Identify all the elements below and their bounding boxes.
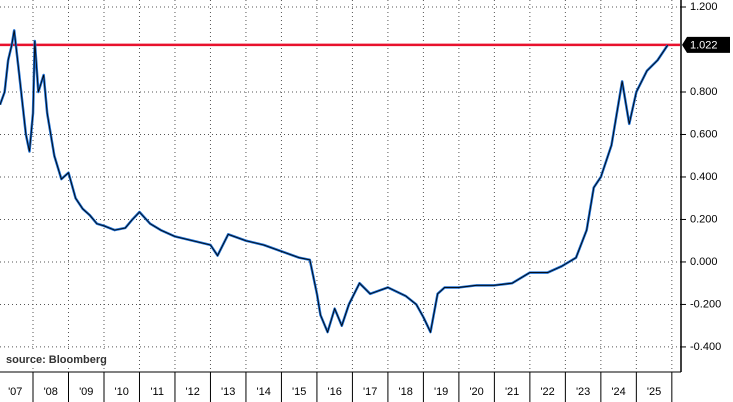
x-tick-label: '08 <box>44 386 58 398</box>
y-tick-label: 0.000 <box>690 256 718 268</box>
x-tick-label: '21 <box>505 386 519 398</box>
x-tick-label: '23 <box>576 386 590 398</box>
y-tick-label: -0.200 <box>690 298 721 310</box>
x-tick-label: '19 <box>434 386 448 398</box>
x-tick-label: '17 <box>363 386 377 398</box>
x-tick-label: '20 <box>469 386 483 398</box>
series-line-edge <box>0 30 668 334</box>
x-tick-label: '15 <box>292 386 306 398</box>
x-tick-label: '12 <box>186 386 200 398</box>
y-tick-label: 0.800 <box>690 86 718 98</box>
y-tick-label: 0.200 <box>690 213 718 225</box>
x-tick-label: '14 <box>257 386 271 398</box>
x-tick-label: '07 <box>8 386 22 398</box>
x-tick-label: '22 <box>540 386 554 398</box>
x-tick-label: '16 <box>328 386 342 398</box>
x-tick-label: '25 <box>647 386 661 398</box>
y-tick-label: 0.600 <box>690 128 718 140</box>
value-badge <box>682 36 730 53</box>
x-tick-label: '24 <box>611 386 625 398</box>
y-tick-label: 1.200 <box>690 1 718 13</box>
x-tick-label: '09 <box>79 386 93 398</box>
x-tick-label: '18 <box>398 386 412 398</box>
x-tick-label: '10 <box>115 386 129 398</box>
x-tick-label: '11 <box>150 386 164 398</box>
y-tick-label: 0.400 <box>690 171 718 183</box>
x-tick-label: '13 <box>221 386 235 398</box>
source-box <box>2 350 122 368</box>
source: source: Bloomberg <box>6 354 107 366</box>
value-badge-label: 1.022 <box>690 40 718 52</box>
y-tick-label: -0.400 <box>690 341 721 353</box>
